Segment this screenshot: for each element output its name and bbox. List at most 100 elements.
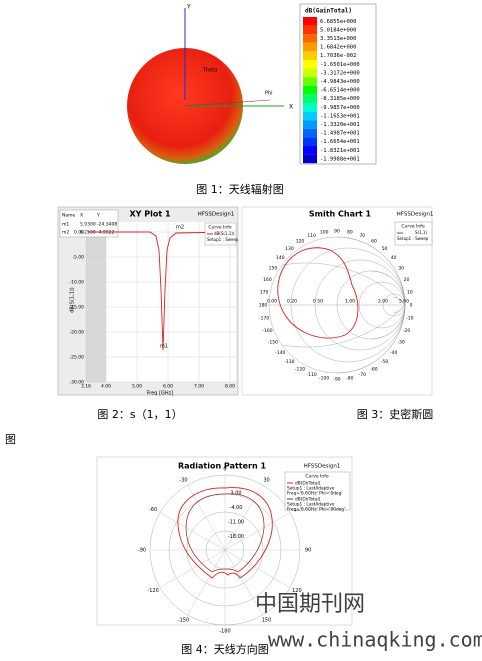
plot-title: Radiation Pattern 1 (178, 462, 267, 471)
angle-label: -120 (147, 588, 158, 594)
y-tick-label: -5.00 (72, 255, 84, 261)
angle-label: 90 (334, 229, 340, 235)
shaded-region (86, 222, 106, 382)
plot-title: XY Plot 1 (129, 210, 170, 219)
legend-value: -6.6514e+000 (320, 88, 360, 94)
legend-value: -9.9857e+000 (320, 105, 360, 111)
angle-label: -140 (275, 350, 285, 356)
spoke (159, 512, 226, 551)
s11-curve (88, 231, 235, 351)
x-axis-label: Freq [GHz] (147, 391, 174, 397)
legend-value: -3.3172e+000 (320, 70, 360, 76)
y-tick-label: -10.00 (69, 280, 84, 286)
curve-info-title: Curve Info (305, 474, 328, 480)
table-header: Y (96, 213, 100, 219)
radial-label: -4.00 (230, 505, 243, 511)
x-tick-label: 5.00 (132, 384, 142, 390)
y-tick-label: 0.00 (74, 230, 84, 236)
series-name: dB(DirTotal) (295, 481, 321, 487)
angle-label: 170 (260, 290, 269, 296)
angle-label: 140 (276, 255, 285, 261)
legend: 6.6855e+000 5.0184e+000 3.3513e+000 1.6842e… (303, 17, 360, 164)
angle-label: -130 (284, 359, 294, 365)
watermark-name: 中国期刊网 (255, 592, 365, 617)
resistance-label: 0.50 (313, 299, 323, 305)
curve-info-box (284, 471, 351, 511)
design-name: HFSSDesign1 (304, 464, 341, 470)
axis-label: X (289, 104, 293, 111)
curve-info-title: Curve Info (401, 224, 424, 230)
legend-value: 5.0184e+000 (320, 27, 356, 33)
x-tick-label: 7.00 (194, 384, 204, 390)
legend-value: -1.8321e+001 (320, 148, 360, 154)
legend-swatch (303, 137, 317, 146)
curve-info-box (394, 221, 433, 246)
legend-value: -1.1653e+001 (320, 113, 360, 119)
legend-title: dB(GainTotal) (305, 8, 352, 15)
angle-label: 70 (359, 233, 365, 239)
pattern-phi90 (185, 493, 265, 573)
angle-label: 120 (292, 588, 302, 594)
series-name: dB(DirTotal) (295, 497, 321, 503)
s11-trace (277, 247, 359, 339)
angle-label: -120 (295, 367, 305, 373)
angle-label: 90 (305, 548, 311, 554)
legend-swatch (303, 25, 317, 35)
marker-label: m2 (176, 225, 184, 231)
legend-swatch (303, 77, 317, 86)
angle-label: -40 (390, 350, 397, 356)
x-tick-label: 6.00 (163, 384, 173, 390)
spoke (224, 512, 291, 551)
legend-value: 1.7036e-002 (320, 53, 356, 59)
legend-swatch (303, 17, 317, 26)
curve-info-entry: S(1,1) (415, 230, 427, 235)
y-tick-label: -20.00 (69, 330, 84, 336)
legend-value: 3.3513e+000 (320, 36, 356, 42)
angle-label: -60 (370, 367, 377, 373)
legend-value: -1.6654e+001 (320, 139, 360, 145)
angle-label: -10 (406, 315, 413, 321)
series-setup: Setup1 : LastAdaptive (287, 486, 335, 492)
legend-swatch (303, 34, 317, 43)
figure-2: XY Plot 1 HFSSDesign1 Name X Ym1 5.9300 -24.… (57, 206, 239, 421)
legend-swatch (303, 42, 317, 52)
angle-label: 30 (398, 266, 404, 272)
legend-value: -4.9843e+000 (320, 79, 360, 85)
figure-4: Radiation Pattern 1 HFSSDesign1 03060901… (96, 456, 353, 656)
angle-label: -50 (381, 359, 388, 365)
angle-label: 130 (285, 246, 294, 252)
axis-label: Theta (202, 68, 217, 74)
figure-1: Y X Phi Theta dB(GainTotal) 6.6855e+000 5… (127, 4, 377, 196)
angle-label: -180 (219, 629, 230, 635)
y-tick-label: -15.00 (69, 305, 84, 311)
resistance-label: 2.00 (378, 299, 388, 305)
radial-label: 3.00 (230, 491, 241, 497)
legend-swatch (303, 154, 317, 164)
angle-label: 20 (404, 277, 410, 283)
curve-info: dB(DirTotal)Setup1 : LastAdaptiveFreq='6… (287, 481, 345, 513)
curve-info-box (204, 222, 237, 246)
angle-label: -100 (319, 375, 329, 381)
angle-label: -30 (397, 340, 404, 346)
spoke (159, 549, 226, 588)
marker-label: m1 (160, 344, 168, 350)
resistance-label: 0.00 (267, 299, 277, 305)
spoke (224, 484, 263, 551)
y-tick-label: -30.00 (69, 380, 84, 386)
curve-info-entry: Setup1 : Sweep (207, 237, 239, 242)
series-params: Freq='6.6GHz' Phi='0deg' (287, 491, 342, 497)
legend-swatch (303, 68, 317, 78)
radial-label: -11.00 (228, 520, 244, 526)
legend-value: -1.9988e+001 (320, 156, 360, 162)
axis-label: Phi (265, 91, 273, 97)
angle-label: 110 (307, 233, 316, 239)
table-cell: -24.3408 (97, 222, 117, 228)
resistance-label: 5.00 (399, 299, 409, 305)
y-axis-label: dB(S(1,1)) (70, 287, 76, 313)
angle-label: 40 (391, 255, 397, 261)
angle-label: 160 (263, 277, 272, 283)
angle-label: 120 (296, 238, 305, 244)
